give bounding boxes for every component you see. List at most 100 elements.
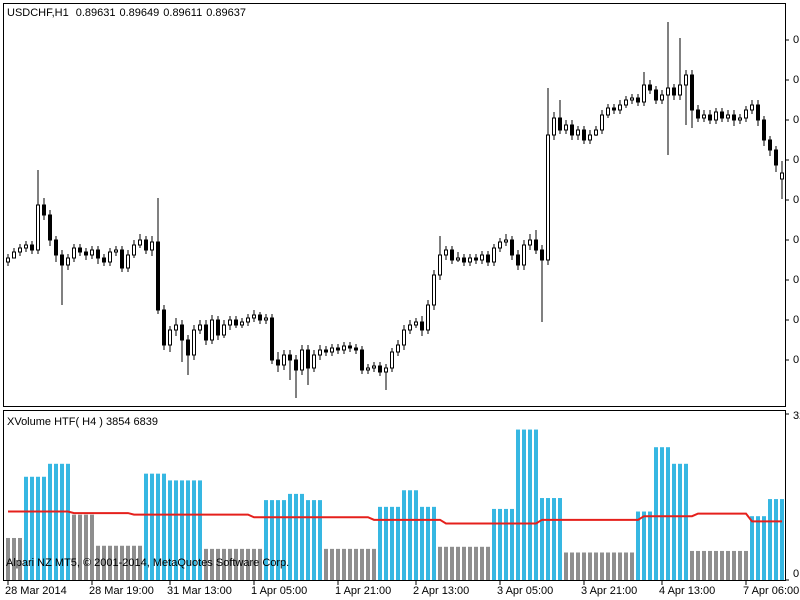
volume-bar — [6, 537, 10, 580]
candle-body — [564, 124, 568, 131]
y-tick-label: 0.8977 — [793, 34, 800, 46]
candle-body — [534, 239, 538, 251]
volume-bar — [552, 498, 556, 580]
volume-bar — [240, 548, 244, 580]
candle-body — [600, 114, 604, 131]
volume-bar — [702, 550, 706, 580]
volume-bar — [186, 480, 190, 580]
volume-bar — [510, 508, 514, 580]
x-tick-label: 3 Apr 05:00 — [497, 585, 553, 597]
open-readout: 0.89631 — [76, 7, 116, 19]
volume-bar — [420, 506, 424, 580]
volume-bar — [156, 473, 160, 580]
candle-body — [378, 365, 382, 373]
candle-body — [492, 247, 496, 263]
candle-body — [666, 87, 670, 96]
volume-bar — [174, 480, 178, 580]
volume-bar — [684, 463, 688, 580]
volume-bar — [504, 508, 508, 580]
volume-bar — [720, 550, 724, 580]
volume-bar — [678, 463, 682, 580]
candle-body — [726, 114, 730, 119]
candle-body — [744, 109, 748, 119]
volume-bar — [396, 506, 400, 580]
volume-bar — [696, 550, 700, 580]
volume-bar — [300, 493, 304, 580]
candle-body — [768, 139, 772, 151]
y-tick-label: 0 — [793, 568, 799, 580]
volume-bar — [456, 546, 460, 580]
volume-bar — [606, 552, 610, 580]
volume-bar — [738, 550, 742, 580]
candle-body — [264, 317, 268, 321]
x-tick-label: 2 Apr 13:00 — [413, 585, 469, 597]
candle-body — [468, 257, 472, 263]
volume-bar — [30, 476, 34, 580]
candle-body — [66, 257, 70, 266]
volume-bar — [732, 550, 736, 580]
volume-bar — [354, 548, 358, 580]
high-readout: 0.89649 — [120, 7, 160, 19]
candle-body — [582, 129, 586, 141]
candle-body — [282, 354, 286, 366]
candle-body — [30, 244, 34, 251]
volume-bar — [408, 490, 412, 580]
volume-bar — [126, 545, 130, 580]
candle-body — [396, 344, 400, 353]
symbol: USDCHF,H1 — [7, 7, 69, 19]
x-tick-label: 3 Apr 21:00 — [581, 585, 637, 597]
volume-bar — [276, 500, 280, 580]
candle-body — [294, 359, 298, 371]
candle-body — [504, 239, 508, 243]
volume-bar — [666, 447, 670, 580]
volume-bar — [438, 546, 442, 580]
volume-bar — [330, 548, 334, 580]
candle-body — [12, 251, 16, 259]
volume-bar — [204, 548, 208, 580]
volume-bar — [558, 498, 562, 580]
volume-bar — [60, 463, 64, 580]
volume-bar — [180, 480, 184, 580]
volume-bar — [756, 516, 760, 580]
candle-body — [240, 321, 244, 326]
candle-body — [480, 254, 484, 261]
candle-body — [576, 129, 580, 136]
candle-body — [48, 214, 52, 241]
volume-bar — [780, 499, 784, 580]
candle-body — [522, 244, 526, 266]
candle-body — [162, 309, 166, 346]
volume-bar — [288, 493, 292, 580]
volume-bar — [132, 545, 136, 580]
volume-bar — [306, 500, 310, 580]
y-tick-label: 0.8965 — [793, 154, 800, 166]
candle-body — [42, 204, 46, 216]
volume-bar — [384, 506, 388, 580]
candle-body — [150, 241, 154, 251]
volume-bar — [138, 545, 142, 580]
x-tick-label: 4 Apr 13:00 — [659, 585, 715, 597]
volume-bar — [294, 493, 298, 580]
y-tick-label: 0.8945 — [793, 354, 800, 366]
candle-body — [540, 249, 544, 261]
candle-body — [312, 354, 316, 369]
volume-bar — [432, 506, 436, 580]
volume-bar — [462, 546, 466, 580]
volume-bar — [72, 514, 76, 580]
volume-bar — [102, 545, 106, 580]
volume-bar — [324, 548, 328, 580]
candle-body — [624, 99, 628, 106]
volume-bar — [84, 514, 88, 580]
candle-body — [360, 349, 364, 371]
candle-body — [96, 249, 100, 259]
volume-bar — [546, 498, 550, 580]
candle-body — [156, 241, 160, 311]
volume-bar — [654, 447, 658, 580]
volume-bar — [54, 463, 58, 580]
x-tick-label: 28 Mar 19:00 — [89, 585, 154, 597]
candle-body — [588, 134, 592, 141]
candle-body — [570, 124, 574, 136]
candle-body — [642, 84, 646, 103]
x-tick-label: 28 Mar 2014 — [5, 585, 67, 597]
volume-bar — [78, 514, 82, 580]
